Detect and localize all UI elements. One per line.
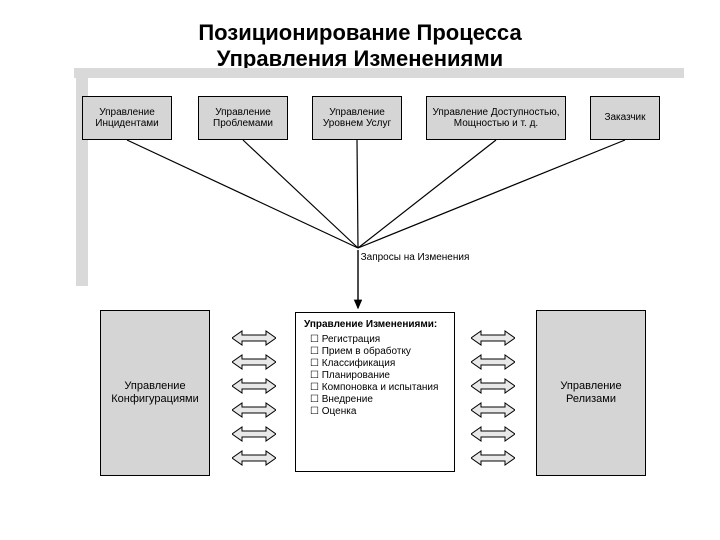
bidir-arrow bbox=[471, 426, 515, 442]
step-3: ☐ Планирование bbox=[304, 370, 446, 381]
title-line-1: Позиционирование Процесса bbox=[198, 20, 521, 45]
left-config-box: Управление Конфигурациями bbox=[100, 310, 210, 476]
bidir-arrow bbox=[471, 354, 515, 370]
requests-label: Запросы на Изменения bbox=[335, 252, 495, 263]
bidir-arrow bbox=[232, 378, 276, 394]
bidir-arrow bbox=[471, 378, 515, 394]
bidir-arrow bbox=[232, 330, 276, 346]
change-management-box: Управление Изменениями: ☐ Регистрация☐ П… bbox=[295, 312, 455, 472]
top-box-2: Управление Уровнем Услуг bbox=[312, 96, 402, 140]
top-box-3: Управление Доступностью, Мощностью и т. … bbox=[426, 96, 566, 140]
top-box-1: Управление Проблемами bbox=[198, 96, 288, 140]
right-release-box: Управление Релизами bbox=[536, 310, 646, 476]
decor-bar-horizontal bbox=[74, 68, 684, 78]
steps-list: ☐ Регистрация☐ Прием в обработку☐ Класси… bbox=[304, 334, 446, 417]
page-title: Позиционирование Процесса Управления Изм… bbox=[0, 0, 720, 73]
bidir-arrow bbox=[232, 402, 276, 418]
step-5: ☐ Внедрение bbox=[304, 394, 446, 405]
step-4: ☐ Компоновка и испытания bbox=[304, 382, 446, 393]
center-title: Управление Изменениями: bbox=[304, 319, 446, 330]
step-0: ☐ Регистрация bbox=[304, 334, 446, 345]
bidir-arrow bbox=[471, 450, 515, 466]
top-box-0: Управление Инцидентами bbox=[82, 96, 172, 140]
step-6: ☐ Оценка bbox=[304, 406, 446, 417]
bidir-arrow bbox=[471, 402, 515, 418]
bidir-arrow bbox=[471, 330, 515, 346]
top-box-4: Заказчик bbox=[590, 96, 660, 140]
bidir-arrow bbox=[232, 450, 276, 466]
bidir-arrow bbox=[232, 426, 276, 442]
step-2: ☐ Классификация bbox=[304, 358, 446, 369]
bidir-arrow bbox=[232, 354, 276, 370]
step-1: ☐ Прием в обработку bbox=[304, 346, 446, 357]
